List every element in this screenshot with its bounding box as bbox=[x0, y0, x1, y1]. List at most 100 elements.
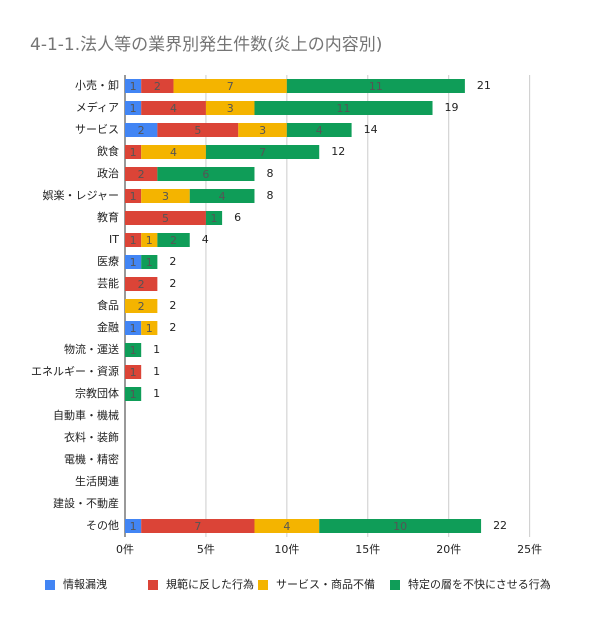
bar-segment bbox=[141, 189, 190, 203]
segment-label: 1 bbox=[130, 388, 137, 401]
total-label: 19 bbox=[445, 101, 459, 114]
total-label: 14 bbox=[364, 123, 378, 136]
segment-label: 1 bbox=[146, 322, 153, 335]
bar-segment bbox=[141, 145, 206, 159]
y-tick-label: 物流・運送 bbox=[64, 342, 119, 356]
segment-label: 2 bbox=[154, 80, 161, 93]
segment-label: 4 bbox=[283, 520, 290, 533]
y-tick-label: エネルギー・資源 bbox=[31, 364, 119, 378]
y-tick-label: 医療 bbox=[97, 254, 119, 268]
y-tick-label: 生活関連 bbox=[75, 474, 119, 488]
bar-segment bbox=[254, 101, 433, 115]
segment-label: 10 bbox=[393, 520, 407, 533]
segment-label: 11 bbox=[369, 80, 383, 93]
bar-segment bbox=[125, 387, 142, 401]
bar-segment bbox=[157, 167, 255, 181]
segment-label: 1 bbox=[211, 212, 218, 225]
y-tick-label: IT bbox=[109, 233, 119, 246]
legend-swatch bbox=[390, 580, 400, 590]
y-tick-label: その他 bbox=[86, 519, 119, 532]
bar-segment bbox=[189, 189, 255, 203]
y-tick-label: 政治 bbox=[97, 166, 119, 180]
total-label: 2 bbox=[169, 321, 176, 334]
bar-segment bbox=[125, 211, 206, 225]
x-tick-label: 25件 bbox=[517, 543, 542, 556]
legend-label: 情報漏洩 bbox=[63, 577, 107, 591]
segment-label: 1 bbox=[130, 366, 137, 379]
total-label: 1 bbox=[153, 343, 160, 356]
segment-label: 5 bbox=[162, 212, 169, 225]
segment-label: 1 bbox=[146, 256, 153, 269]
y-tick-label: 建設・不動産 bbox=[53, 496, 119, 510]
bar-segment bbox=[125, 343, 142, 357]
legend-swatch bbox=[45, 580, 55, 590]
segment-label: 2 bbox=[138, 278, 145, 291]
y-tick-label: 宗教団体 bbox=[75, 386, 119, 400]
segment-label: 1 bbox=[130, 146, 137, 159]
x-tick-label: 5件 bbox=[197, 543, 215, 556]
bar-segment bbox=[141, 519, 255, 533]
bar-segment bbox=[141, 233, 158, 247]
total-label: 22 bbox=[493, 519, 507, 532]
chart-title: 4-1-1.法人等の業界別発生件数(炎上の内容別) bbox=[30, 35, 382, 55]
total-label: 21 bbox=[477, 79, 491, 92]
total-label: 8 bbox=[266, 189, 273, 202]
bar-segment bbox=[205, 101, 255, 115]
segment-label: 7 bbox=[194, 520, 201, 533]
x-tick-label: 20件 bbox=[436, 543, 461, 556]
bar-segment bbox=[157, 123, 239, 137]
bar-segment bbox=[125, 79, 142, 93]
bar-segment bbox=[125, 123, 158, 137]
total-label: 2 bbox=[169, 277, 176, 290]
segment-label: 1 bbox=[130, 190, 137, 203]
segment-label: 5 bbox=[194, 124, 201, 137]
segment-label: 1 bbox=[130, 322, 137, 335]
y-tick-label: サービス bbox=[75, 123, 119, 136]
y-tick-label: 小売・卸 bbox=[75, 78, 119, 92]
legend-label: サービス・商品不備 bbox=[276, 577, 375, 591]
segment-label: 7 bbox=[259, 146, 266, 159]
segment-label: 4 bbox=[170, 146, 177, 159]
y-tick-label: 電機・精密 bbox=[64, 452, 119, 466]
segment-label: 4 bbox=[219, 190, 226, 203]
y-tick-label: 衣料・装飾 bbox=[64, 430, 119, 444]
bar-segment bbox=[286, 123, 352, 137]
bar-segment bbox=[286, 79, 465, 93]
segment-label: 1 bbox=[130, 256, 137, 269]
bar-segment bbox=[125, 101, 142, 115]
segment-label: 1 bbox=[130, 80, 137, 93]
x-tick-label: 15件 bbox=[355, 543, 380, 556]
bar-segment bbox=[254, 519, 320, 533]
bar-segment bbox=[205, 211, 223, 225]
bar-segment bbox=[125, 145, 142, 159]
bar-segment bbox=[125, 519, 142, 533]
segment-label: 1 bbox=[130, 102, 137, 115]
total-label: 1 bbox=[153, 387, 160, 400]
bar-segment bbox=[238, 123, 287, 137]
bar-segment bbox=[205, 145, 320, 159]
legend-label: 特定の層を不快にさせる行為 bbox=[408, 577, 551, 591]
total-label: 12 bbox=[331, 145, 345, 158]
segment-label: 4 bbox=[316, 124, 323, 137]
legend-swatch bbox=[258, 580, 268, 590]
segment-label: 3 bbox=[259, 124, 266, 137]
bar-segment bbox=[125, 167, 158, 181]
segment-label: 3 bbox=[162, 190, 169, 203]
bar-segment bbox=[173, 79, 287, 93]
segment-label: 1 bbox=[130, 520, 137, 533]
bar-segment bbox=[141, 79, 174, 93]
legend-label: 規範に反した行為 bbox=[166, 577, 254, 591]
bar-segment bbox=[125, 277, 158, 291]
segment-label: 6 bbox=[202, 168, 209, 181]
segment-label: 2 bbox=[138, 300, 145, 313]
segment-label: 1 bbox=[146, 234, 153, 247]
y-tick-label: 娯楽・レジャー bbox=[43, 188, 119, 202]
segment-label: 11 bbox=[337, 102, 351, 115]
bar-segment bbox=[125, 299, 158, 313]
y-tick-label: 芸能 bbox=[97, 276, 119, 290]
y-tick-label: メディア bbox=[76, 100, 119, 114]
y-tick-label: 飲食 bbox=[97, 144, 119, 158]
total-label: 4 bbox=[202, 233, 209, 246]
